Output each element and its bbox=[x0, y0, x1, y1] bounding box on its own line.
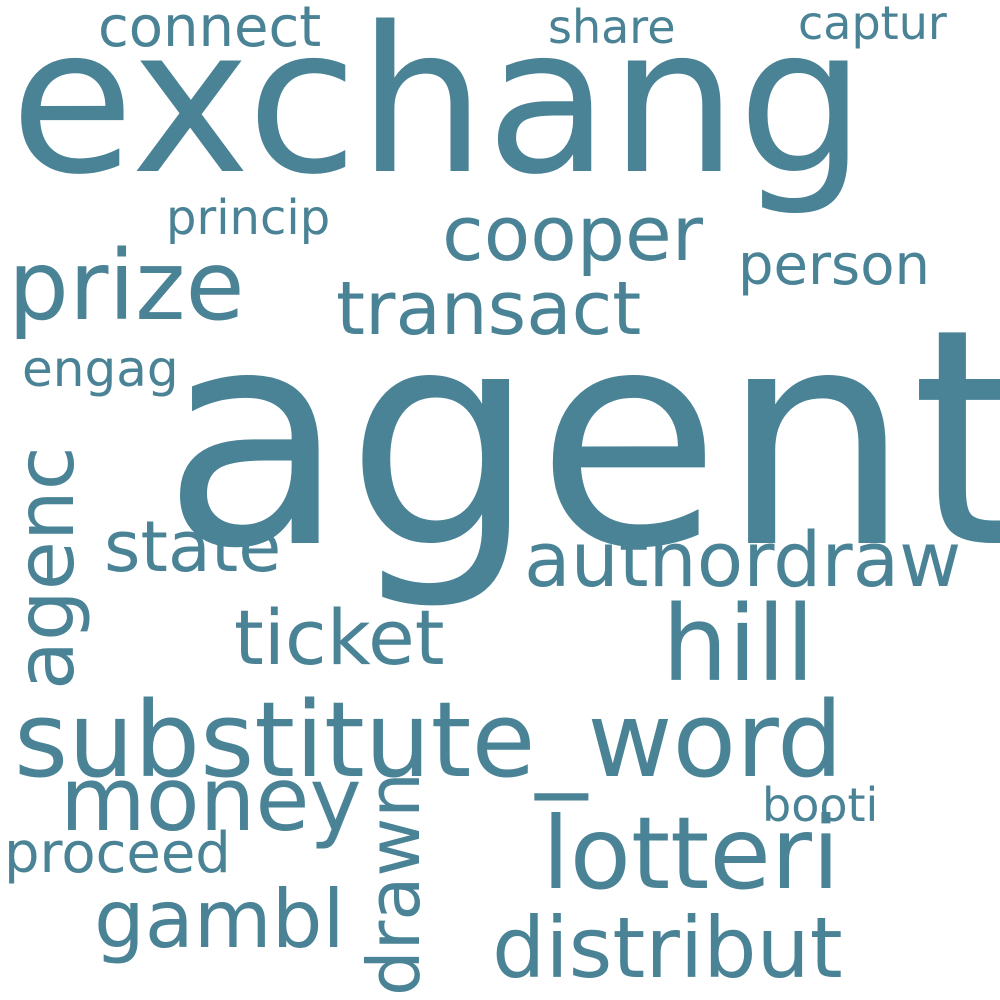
word-share: share bbox=[548, 0, 676, 54]
word-agenc: agenc bbox=[0, 446, 92, 690]
word-substitute-word: substitute_word bbox=[14, 679, 844, 801]
word-gambl: gambl bbox=[94, 873, 345, 966]
word-booti: booti bbox=[762, 778, 879, 832]
word-prize: prize bbox=[8, 230, 245, 342]
word-drawn: drawn bbox=[352, 772, 436, 996]
word-proceed: proceed bbox=[4, 821, 231, 886]
word-cooper: cooper bbox=[442, 189, 704, 278]
word-connect: connect bbox=[98, 0, 322, 60]
word-princip: princip bbox=[166, 190, 331, 246]
word-lotteri: lotteri bbox=[542, 795, 840, 912]
word-authordraw: authordraw bbox=[524, 515, 962, 604]
word-captur: captur bbox=[798, 0, 947, 50]
word-hill: hill bbox=[662, 583, 815, 705]
word-distribut: distribut bbox=[492, 899, 843, 997]
word-engag: engag bbox=[22, 340, 179, 398]
word-exchang: exchang bbox=[10, 0, 866, 219]
word-person: person bbox=[738, 233, 930, 298]
word-transact: transact bbox=[336, 266, 642, 352]
word-state: state bbox=[104, 506, 282, 588]
word-ticket: ticket bbox=[234, 593, 445, 682]
word-agent: agent bbox=[162, 265, 1000, 614]
word-money: money bbox=[60, 748, 362, 851]
